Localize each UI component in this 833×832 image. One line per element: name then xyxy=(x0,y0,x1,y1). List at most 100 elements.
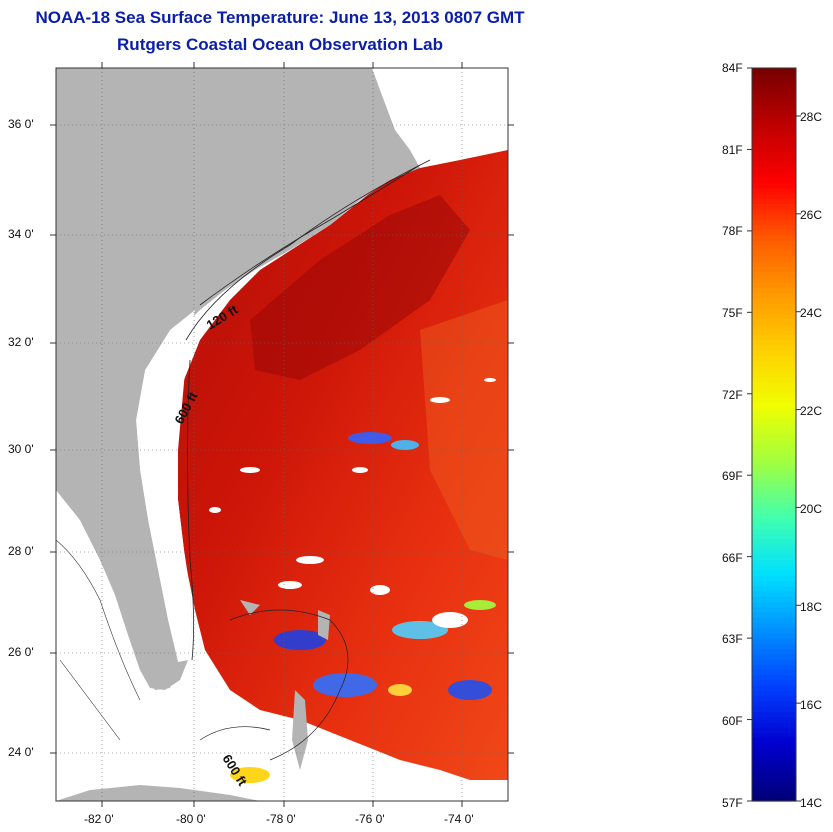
colorbar-segment xyxy=(752,680,796,687)
colorbar-segment xyxy=(752,308,796,315)
lon-label-76: -76 0' xyxy=(355,812,385,826)
colorbar-segment xyxy=(752,266,796,273)
colorbar-segment xyxy=(752,151,796,158)
colorbar-segment xyxy=(752,230,796,237)
cloud-speckles xyxy=(209,378,496,628)
lon-label-78: -78 0' xyxy=(266,812,296,826)
colorbar-segment xyxy=(752,675,796,682)
colorbar-f-72: 72F xyxy=(722,388,743,402)
colorbar-segment xyxy=(752,549,796,556)
colorbar-segment xyxy=(752,581,796,587)
colorbar-segment xyxy=(752,460,796,467)
colorbar-segment xyxy=(752,371,796,378)
lat-label-28: 28 0' xyxy=(8,544,34,558)
colorbar-segment xyxy=(752,251,796,258)
colorbar-segment xyxy=(752,298,796,305)
lat-label-24: 24 0' xyxy=(8,745,34,759)
map-title: NOAA-18 Sea Surface Temperature: June 13… xyxy=(35,8,525,27)
colorbar-segment xyxy=(752,282,796,289)
colorbar-f-66: 66F xyxy=(722,551,743,565)
colorbar-segment xyxy=(752,130,796,137)
colorbar-segment xyxy=(752,476,796,483)
colorbar-segment xyxy=(752,188,796,195)
colorbar-segment xyxy=(752,335,796,341)
colorbar-segment xyxy=(752,727,796,734)
colorbar-segment xyxy=(752,198,796,205)
colorbar-segment xyxy=(752,591,796,598)
colorbar-segment xyxy=(752,764,796,771)
colorbar-segment xyxy=(752,570,796,577)
colorbar-c-14: 14C xyxy=(800,796,823,810)
bahamas-islands xyxy=(240,600,330,770)
colorbar-segment xyxy=(752,664,796,671)
colorbar-segment xyxy=(752,293,796,299)
map-subtitle: Rutgers Coastal Ocean Observation Lab xyxy=(117,35,443,54)
colorbar-segment xyxy=(752,612,796,619)
colorbar-segment xyxy=(752,670,796,676)
colorbar-segment xyxy=(752,397,796,404)
colorbar-segment xyxy=(752,795,796,802)
colorbar-f-78: 78F xyxy=(722,224,743,238)
colorbar-segment xyxy=(752,355,796,362)
colorbar-segment xyxy=(752,376,796,383)
colorbar-segment xyxy=(752,408,796,415)
colorbar-segment xyxy=(752,256,796,263)
colorbar-segment xyxy=(752,465,796,472)
colorbar-segment xyxy=(752,528,796,535)
colorbar-segment xyxy=(752,261,796,268)
colorbar-segment xyxy=(752,586,796,593)
contour-600ft xyxy=(185,159,431,661)
colorbar-segment xyxy=(752,382,796,388)
colorbar-segment xyxy=(752,732,796,739)
colorbar-segment xyxy=(752,439,796,446)
colorbar-segment xyxy=(752,717,796,724)
colorbar-segment xyxy=(752,413,796,420)
colorbar-frame xyxy=(751,67,797,802)
colorbar-segment xyxy=(752,486,796,493)
colorbar-segment xyxy=(752,429,796,436)
nearshore-band xyxy=(136,310,195,662)
colorbar-segment xyxy=(752,240,796,247)
colorbar-segment xyxy=(752,492,796,498)
colorbar-segment xyxy=(752,272,796,279)
colorbar-segment xyxy=(752,706,796,713)
colorbar-f-57: 57F xyxy=(722,796,743,810)
colorbar-segment xyxy=(752,204,796,210)
colorbar-segment xyxy=(752,361,796,368)
colorbar-segment xyxy=(752,560,796,566)
colorbar-segment xyxy=(752,146,796,153)
colorbar-segment xyxy=(752,523,796,530)
colorbar-segment xyxy=(752,246,796,252)
colorbar-segment xyxy=(752,125,796,132)
colorbar-segment xyxy=(752,219,796,226)
cuba-land xyxy=(56,785,260,801)
contour-bahamas xyxy=(199,609,349,761)
colorbar-segment xyxy=(752,685,796,692)
colorbar-segment xyxy=(752,722,796,729)
colorbar-f-84: 84F xyxy=(722,61,743,75)
colorbar-segment xyxy=(752,324,796,331)
colorbar-segment xyxy=(752,68,796,74)
colorbar-segment xyxy=(752,193,796,200)
colorbar-segment xyxy=(752,167,796,174)
colorbar-segment xyxy=(752,575,796,582)
colorbar-segment xyxy=(752,748,796,755)
colorbar-segment xyxy=(752,654,796,661)
colorbar-segment xyxy=(752,743,796,750)
colorbar-segment xyxy=(752,319,796,326)
colorbar-c-24: 24C xyxy=(800,306,823,320)
colorbar-segment xyxy=(752,329,796,336)
colorbar-segment xyxy=(752,303,796,310)
colorbar-segment xyxy=(752,403,796,409)
colorbar-segment xyxy=(752,659,796,666)
colorbar-segment xyxy=(752,544,796,551)
colorbar-f-60: 60F xyxy=(722,714,743,728)
colorbar-segment xyxy=(752,136,796,142)
colorbar-segment xyxy=(752,345,796,352)
lat-label-26: 26 0' xyxy=(8,645,34,659)
colorbar-f-81: 81F xyxy=(722,143,743,157)
map-frame xyxy=(55,67,509,802)
colorbar-segment xyxy=(752,513,796,519)
colorbar-f-63: 63F xyxy=(722,632,743,646)
